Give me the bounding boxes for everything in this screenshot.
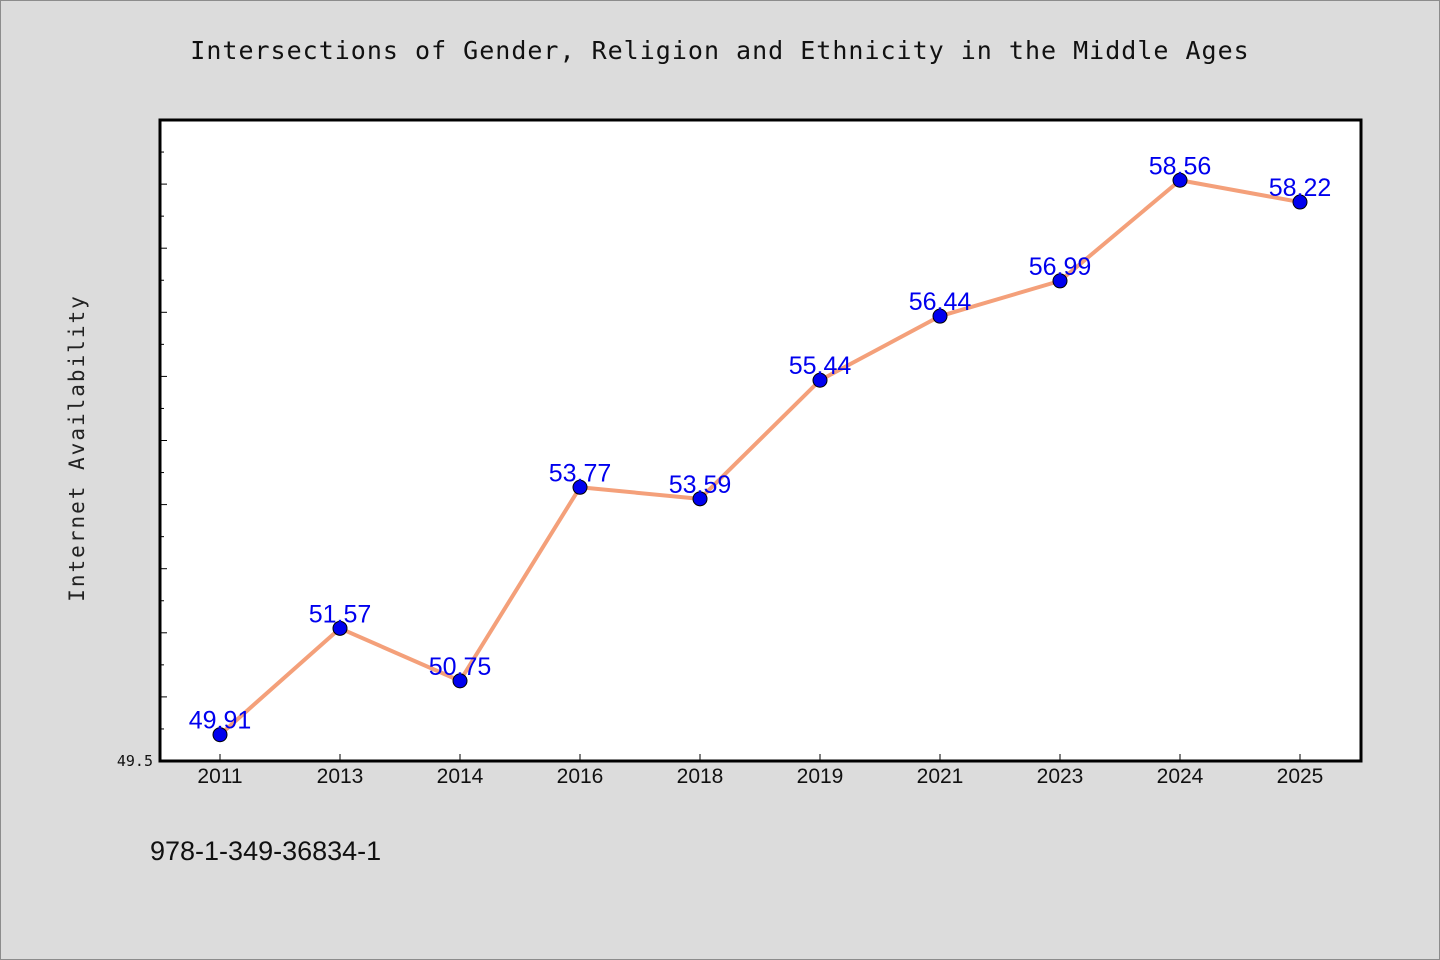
series-line xyxy=(218,178,1301,737)
data-point xyxy=(1172,172,1188,188)
x-axis-ticks: 2011 2013 2014 2016 2018 2019 2021 2023 2024 2025 xyxy=(197,754,1323,788)
data-label: 58.56 xyxy=(1149,152,1212,180)
data-label: 51.57 xyxy=(309,600,372,628)
data-label: 58.22 xyxy=(1269,174,1332,202)
data-point xyxy=(572,479,588,495)
data-label: 50.75 xyxy=(429,653,492,681)
x-tick-label: 2024 xyxy=(1157,765,1204,788)
x-tick-label: 2013 xyxy=(317,765,364,788)
x-tick-label: 2014 xyxy=(437,765,484,788)
y-tick-label-min: 49.5 xyxy=(117,752,153,770)
x-tick-label: 2018 xyxy=(677,765,724,788)
x-tick-label: 2025 xyxy=(1277,765,1324,788)
x-tick-label: 2011 xyxy=(197,765,242,788)
data-label: 53.59 xyxy=(669,471,732,499)
data-point xyxy=(212,727,228,743)
x-tick-label: 2023 xyxy=(1037,765,1084,788)
data-point xyxy=(1292,194,1308,210)
data-label: 53.77 xyxy=(549,459,612,487)
data-point xyxy=(1052,273,1068,289)
data-label: 56.44 xyxy=(909,288,972,316)
data-point xyxy=(332,620,348,636)
data-point xyxy=(692,491,708,507)
x-tick-label: 2019 xyxy=(797,765,844,788)
x-tick-label: 2016 xyxy=(557,765,604,788)
data-point xyxy=(932,308,948,324)
footer-code: 978-1-349-36834-1 xyxy=(150,836,382,866)
data-label: 55.44 xyxy=(789,352,852,380)
data-label: 49.91 xyxy=(189,707,252,735)
data-point xyxy=(452,673,468,689)
x-tick-label: 2021 xyxy=(917,765,964,788)
plot-border xyxy=(158,118,1363,763)
series-group: 49.91 51.57 50.75 53.77 53.59 55.44 56.44 56.99… xyxy=(189,152,1332,743)
chart-title: Intersections of Gender, Religion and Et… xyxy=(190,36,1250,65)
data-label: 56.99 xyxy=(1029,253,1092,281)
data-point xyxy=(812,372,828,388)
